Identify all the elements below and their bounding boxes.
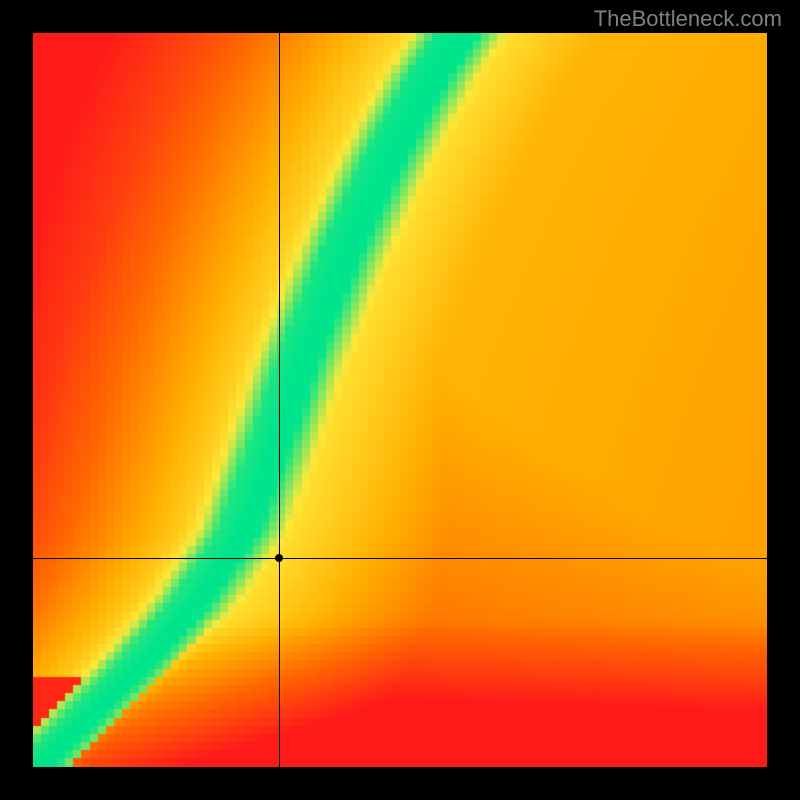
- marker-dot: [275, 554, 283, 562]
- heatmap-chart: [33, 33, 767, 767]
- crosshair-horizontal: [33, 558, 767, 559]
- crosshair-vertical: [279, 33, 280, 767]
- heatmap-canvas: [33, 33, 767, 767]
- watermark-text: TheBottleneck.com: [594, 6, 782, 32]
